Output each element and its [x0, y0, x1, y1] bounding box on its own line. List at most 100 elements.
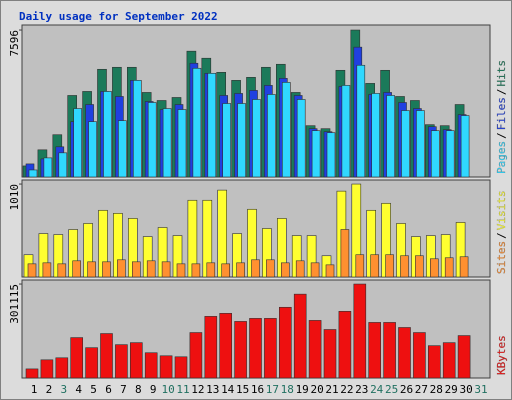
bar: [118, 120, 127, 178]
bar: [413, 332, 426, 379]
x-tick-label: 16: [251, 383, 264, 396]
bar: [100, 333, 113, 379]
x-tick-label: 24: [370, 383, 384, 396]
bar: [222, 103, 231, 178]
y-tick-label: 7596: [8, 30, 21, 56]
bar: [427, 345, 441, 379]
bar: [43, 157, 53, 178]
bar: [252, 99, 261, 178]
bar: [326, 132, 336, 178]
x-tick-label: 21: [325, 383, 338, 396]
bar: [25, 368, 39, 379]
bar: [161, 261, 171, 278]
x-tick-label: 20: [310, 383, 323, 396]
bar: [55, 357, 69, 379]
bar: [87, 261, 96, 278]
bar: [88, 121, 97, 178]
bar: [192, 67, 202, 178]
bar: [249, 318, 262, 379]
x-tick-label: 28: [430, 383, 443, 396]
bar: [341, 85, 351, 178]
bar: [132, 261, 141, 278]
x-tick-label: 29: [445, 383, 458, 396]
bar: [144, 352, 158, 379]
bar: [280, 262, 290, 278]
legend-entry: Files: [495, 97, 508, 130]
bar: [85, 347, 98, 379]
bar: [204, 316, 218, 379]
bar: [177, 109, 187, 178]
legend-entry: Visits: [495, 191, 508, 231]
bar: [162, 108, 172, 178]
x-tick-label: 27: [415, 383, 428, 396]
bar: [385, 254, 394, 278]
bar: [174, 356, 188, 379]
x-tick-label: 12: [191, 383, 204, 396]
bar: [401, 110, 410, 178]
bar: [457, 335, 471, 379]
bar: [147, 102, 157, 178]
bar: [117, 259, 126, 278]
bar: [42, 262, 52, 278]
legend: KBytes: [495, 335, 508, 375]
x-tick-label: 10: [161, 383, 174, 396]
x-tick-label: 13: [206, 383, 219, 396]
x-tick-label: 25: [385, 383, 398, 396]
x-tick-label: 3: [60, 383, 67, 396]
bar: [103, 91, 112, 178]
bar: [236, 262, 245, 278]
x-tick-label: 5: [90, 383, 97, 396]
bar: [416, 110, 425, 178]
bar: [296, 99, 306, 178]
x-tick-label: 2: [46, 383, 53, 396]
x-tick-label: 15: [236, 383, 249, 396]
bar: [442, 342, 456, 379]
x-tick-label: 26: [400, 383, 413, 396]
bar: [72, 260, 81, 278]
bar: [234, 321, 247, 379]
bar: [130, 342, 143, 379]
bar: [28, 169, 38, 178]
bar: [267, 94, 276, 178]
bar: [278, 306, 292, 379]
legend-separator: /: [495, 89, 508, 96]
bar: [207, 73, 217, 178]
bar: [400, 255, 409, 278]
bar: [353, 283, 367, 379]
bar: [429, 258, 439, 278]
bar: [460, 115, 470, 178]
x-tick-label: 8: [135, 383, 142, 396]
bar: [58, 152, 68, 178]
legend-entry: Pages: [495, 141, 508, 174]
bar: [159, 355, 173, 379]
bar: [445, 130, 455, 178]
bar: [340, 229, 350, 278]
bar: [356, 64, 366, 178]
bar: [459, 256, 469, 278]
bar: [323, 329, 337, 379]
bar: [189, 332, 203, 379]
bar: [325, 264, 335, 278]
legend-separator: /: [495, 132, 508, 139]
legend: Pages/Files/Hits: [495, 60, 508, 174]
bar: [430, 130, 440, 178]
bar: [264, 318, 277, 379]
chart-title: Daily usage for September 2022: [19, 10, 218, 23]
bar: [355, 254, 365, 278]
bar: [370, 254, 380, 278]
bar: [219, 313, 232, 379]
x-tick-label: 11: [176, 383, 189, 396]
x-tick-label: 6: [105, 383, 112, 396]
bar: [70, 337, 83, 379]
bar: [310, 262, 320, 278]
x-tick-label: 23: [355, 383, 368, 396]
bar: [371, 93, 381, 178]
legend-entry: Hits: [495, 60, 508, 87]
bar: [368, 322, 382, 379]
x-tick-label: 18: [281, 383, 294, 396]
bar: [191, 263, 201, 278]
bar: [398, 327, 411, 379]
legend: Sites /Visits: [495, 191, 508, 275]
bar: [115, 344, 128, 379]
